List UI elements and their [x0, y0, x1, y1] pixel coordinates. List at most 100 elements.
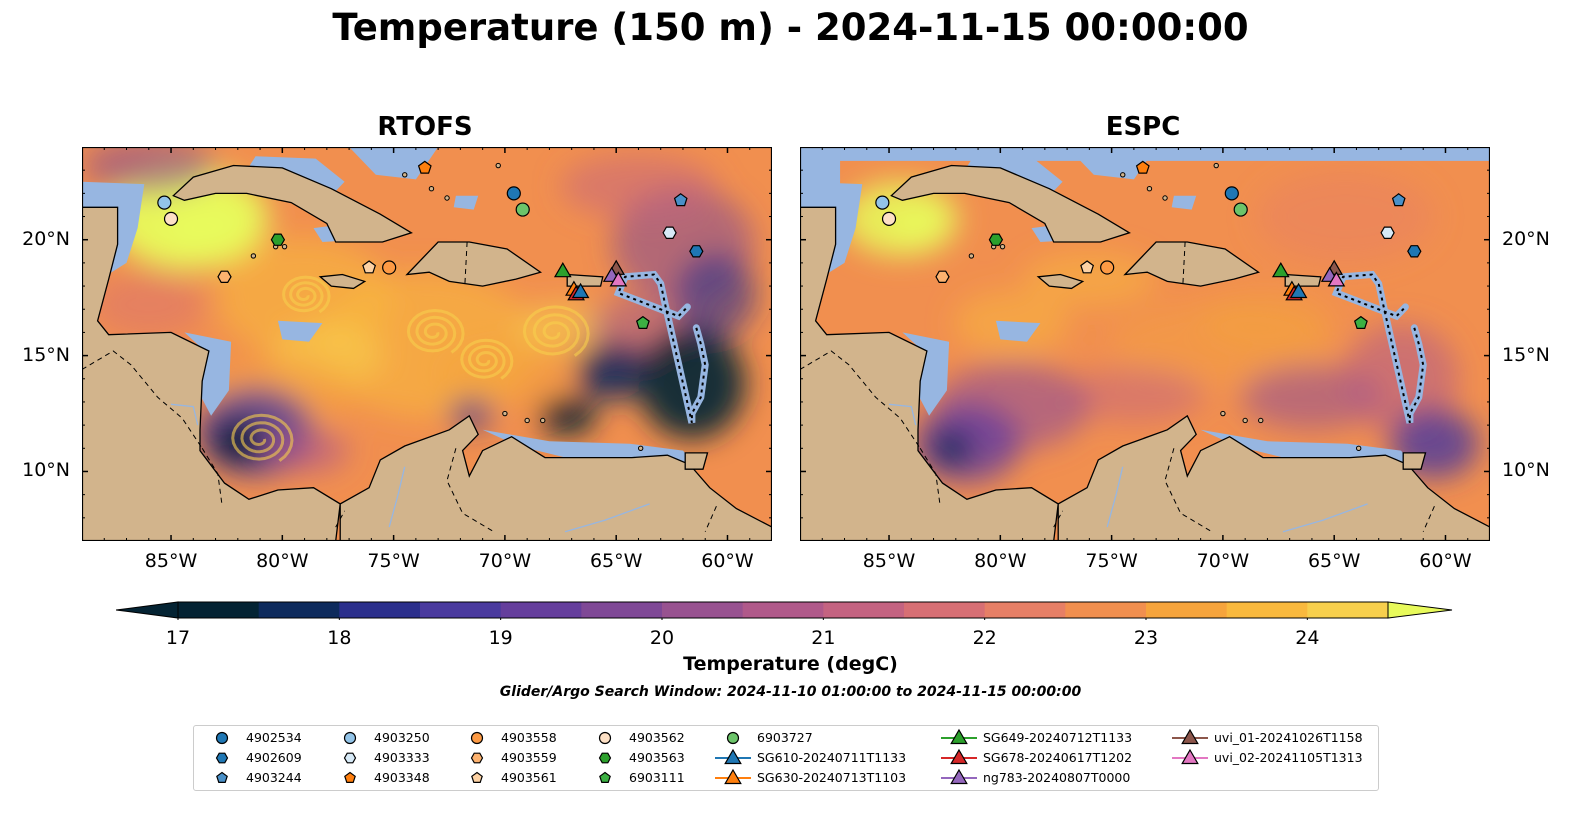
colorbar-min-extend — [116, 601, 179, 619]
country-border — [335, 510, 346, 528]
legend-marker-icon — [726, 731, 740, 745]
lon-tick-label: 70°W — [478, 550, 532, 572]
small-island — [1220, 410, 1226, 417]
legend-marker-icon — [215, 731, 229, 745]
observation-6903111 — [1353, 315, 1368, 329]
temperature-anomaly — [159, 197, 249, 259]
river — [888, 403, 917, 426]
legend-marker-icon — [470, 731, 484, 745]
lon-tick-label: 75°W — [1085, 550, 1138, 572]
land-southam — [1057, 414, 1490, 541]
legend-label: uvi_02-20241105T1313 — [1214, 750, 1363, 765]
land-trinidad — [684, 452, 709, 470]
legend-marker-icon — [1181, 748, 1199, 765]
small-island — [637, 445, 644, 451]
observation-uvi_02-20241105T1313 — [609, 271, 628, 287]
colorbar-segment — [823, 602, 905, 618]
temperature-anomaly — [1062, 367, 1206, 423]
legend-label: uvi_01-20241026T1158 — [1214, 730, 1363, 745]
temperature-anomaly — [1200, 290, 1335, 351]
lesser-antilles — [617, 273, 707, 424]
colorbar-segment — [500, 602, 582, 618]
lon-tick-label: 85°W — [862, 550, 916, 572]
land-cuba — [890, 164, 1131, 243]
legend-marker-icon — [950, 768, 968, 785]
land-southam — [339, 414, 772, 541]
legend-marker-icon — [599, 771, 611, 783]
small-island — [428, 186, 435, 192]
legend-label: SG678-20240617T1202 — [983, 750, 1133, 765]
temperature-anomaly — [889, 204, 952, 252]
temperature-anomaly — [931, 429, 972, 467]
observation-4903561 — [1080, 260, 1095, 274]
legend-marker-icon — [598, 731, 612, 745]
observation-6903727 — [1233, 202, 1248, 217]
observation-uvi_02-20241105T1313 — [1327, 271, 1346, 287]
legend-label: 4903244 — [246, 770, 302, 785]
temperature-anomaly — [211, 418, 265, 465]
colorbar-segment — [1307, 602, 1389, 618]
lon-tick-label: 80°W — [256, 550, 309, 572]
observation-4903558 — [1100, 260, 1115, 275]
country-border — [800, 350, 921, 449]
eddy-filament — [522, 305, 590, 357]
observation-SG610-20240711T1133 — [1289, 282, 1308, 299]
colorbar-tick-label: 17 — [165, 627, 191, 649]
lesser-antilles — [1335, 273, 1425, 424]
legend-label: 4903250 — [374, 730, 430, 745]
legend-marker-icon — [470, 752, 484, 764]
legend-label: 6903727 — [757, 730, 813, 745]
legend-marker-icon — [216, 771, 228, 783]
small-island — [495, 162, 501, 169]
colorbar — [116, 601, 1453, 620]
temperature-anomaly — [82, 147, 216, 194]
small-island — [250, 253, 257, 259]
observation-4903559 — [217, 270, 232, 283]
land-jamaica — [318, 273, 367, 290]
observation-4902609 — [1407, 245, 1422, 258]
figure-title: Temperature (150 m) - 2024-11-15 00:00:0… — [332, 6, 1249, 49]
legend-label: 4903563 — [629, 750, 685, 765]
colorbar-segment — [742, 602, 824, 618]
land-hispaniola — [405, 241, 543, 287]
colorbar-tick-label: 19 — [488, 627, 513, 649]
observation-4903561 — [362, 260, 377, 274]
temperature-anomaly — [268, 427, 350, 474]
colorbar-tick-label: 21 — [811, 627, 836, 649]
small-island — [502, 410, 508, 417]
small-island — [999, 243, 1006, 250]
colorbar-segment — [420, 602, 502, 618]
colorbar-segment — [339, 602, 421, 618]
legend-marker-icon — [344, 771, 356, 783]
observation-4903244 — [673, 193, 688, 207]
small-island — [402, 172, 408, 178]
legend-marker-icon — [598, 752, 612, 764]
observation-4903333 — [662, 226, 677, 240]
legend-label: 6903111 — [629, 770, 685, 785]
colorbar-tick-label: 24 — [1295, 627, 1320, 649]
land-puertorico — [1284, 273, 1322, 287]
lon-tick-label: 65°W — [589, 550, 643, 572]
lon-tick-label: 60°W — [1419, 550, 1472, 572]
shallow-shelf — [1067, 147, 1157, 180]
eddy-filament — [406, 308, 465, 354]
legend-marker-icon — [724, 768, 742, 785]
river — [1282, 503, 1368, 533]
colorbar-label: Temperature (degC) — [683, 653, 898, 675]
river — [564, 503, 650, 533]
temperature-anomaly — [1022, 251, 1157, 307]
observation-4903348 — [417, 160, 432, 174]
legend-marker-icon — [1181, 728, 1199, 745]
colorbar-tick-label: 22 — [972, 627, 997, 649]
land-trinidad — [1402, 452, 1427, 470]
land-puertorico — [566, 273, 604, 287]
panel-title-rtofs: RTOFS — [377, 112, 473, 142]
land-hispaniola — [1123, 241, 1261, 287]
observation-4903563 — [270, 233, 286, 246]
lon-tick-label: 65°W — [1307, 550, 1361, 572]
colorbar-segment — [904, 602, 986, 618]
country-border — [919, 448, 941, 507]
legend-label: 4903348 — [374, 770, 430, 785]
small-island — [1162, 195, 1168, 201]
colorbar-segment — [178, 602, 260, 618]
